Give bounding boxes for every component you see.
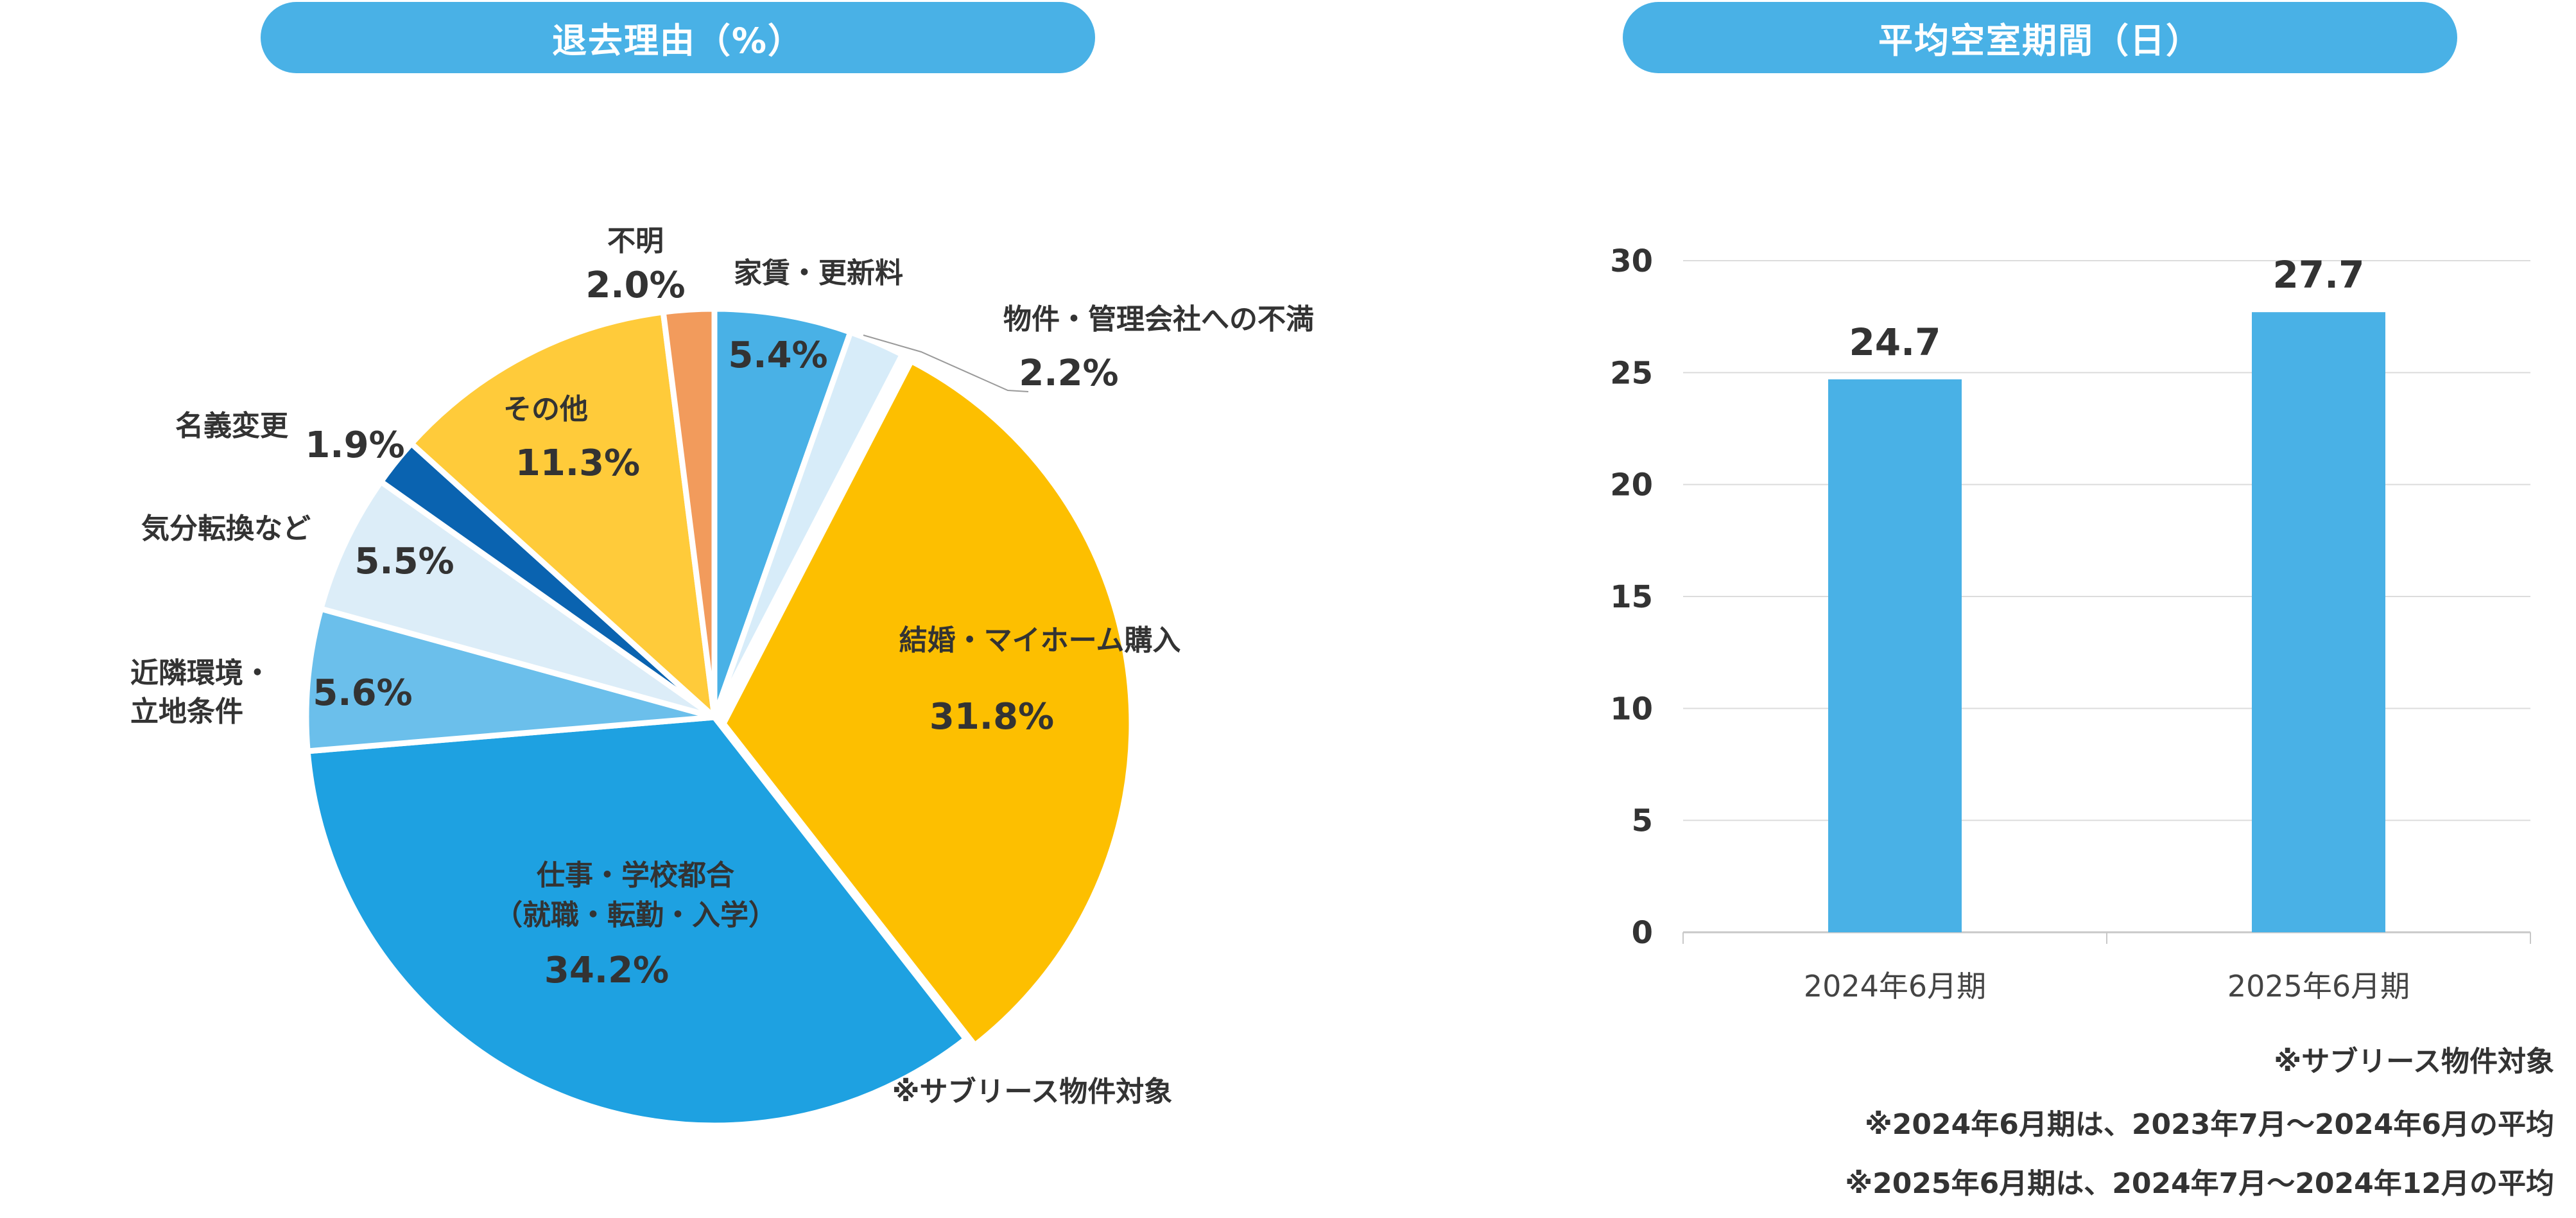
note-sublease: ※サブリース物件対象 — [2274, 1045, 2554, 1078]
pie-percent: 11.3% — [515, 442, 640, 484]
y-tick-label: 0 — [1632, 915, 1653, 951]
slice-change-of-pace — [318, 478, 718, 720]
note-period-2025: ※2025年6月期は、2024年7月～2024年12月の平均 — [1845, 1167, 2554, 1200]
pie-label: 家賃・更新料 — [734, 257, 903, 290]
x-tick-label: 2025年6月期 — [2227, 969, 2410, 1004]
bar-chart-title: 平均空室期間（日） — [1623, 2, 2457, 73]
slice-neighborhood — [303, 605, 718, 754]
pie-percent: 1.9% — [305, 424, 404, 466]
y-tick-label: 20 — [1610, 467, 1653, 503]
bar — [1828, 379, 1962, 932]
pie-percent: 5.5% — [354, 541, 454, 582]
pie-label: 不明 — [607, 225, 664, 257]
pie-label: 近隣環境・ — [130, 657, 272, 690]
pie-percent: 2.2% — [1019, 352, 1118, 394]
pie-percent: 5.6% — [313, 672, 412, 714]
pie-percent: 5.4% — [728, 335, 827, 376]
y-tick-label: 5 — [1632, 803, 1653, 839]
x-tick-label: 2024年6月期 — [1804, 969, 1986, 1004]
pie-note: ※サブリース物件対象 — [892, 1075, 1173, 1108]
slice-unknown — [660, 306, 718, 720]
y-tick-label: 10 — [1610, 691, 1653, 727]
pie-label: 名義変更 — [175, 410, 289, 442]
pie-percent: 31.8% — [929, 696, 1054, 738]
pie-percent: 34.2% — [544, 950, 669, 991]
pie-chart-title: 退去理由（%） — [261, 2, 1095, 73]
slice-marriage-home — [720, 358, 1135, 1048]
y-tick-label: 30 — [1610, 243, 1653, 279]
pie-label: （就職・転勤・入学） — [494, 899, 777, 932]
y-tick-label: 25 — [1610, 355, 1653, 391]
bar — [2252, 312, 2385, 932]
y-tick-label: 15 — [1610, 579, 1653, 615]
bar-value-label: 27.7 — [2272, 253, 2364, 297]
slice-other — [408, 309, 718, 720]
note-period-2024: ※2024年6月期は、2023年7月～2024年6月の平均 — [1864, 1108, 2554, 1141]
leader-line — [863, 335, 1029, 392]
pie-label: 気分転換など — [141, 512, 311, 545]
pie-label: 仕事・学校都合 — [537, 859, 734, 892]
pie-label: 物件・管理会社への不満 — [1003, 303, 1314, 336]
slice-dissatisfaction — [711, 329, 906, 720]
slice-work-school — [304, 714, 969, 1129]
pie-label: 立地条件 — [130, 695, 243, 728]
pie-label: その他 — [503, 393, 588, 426]
pie-label: 結婚・マイホーム購入 — [899, 624, 1181, 657]
bar-value-label: 24.7 — [1849, 320, 1941, 364]
pie-percent: 2.0% — [585, 265, 685, 306]
